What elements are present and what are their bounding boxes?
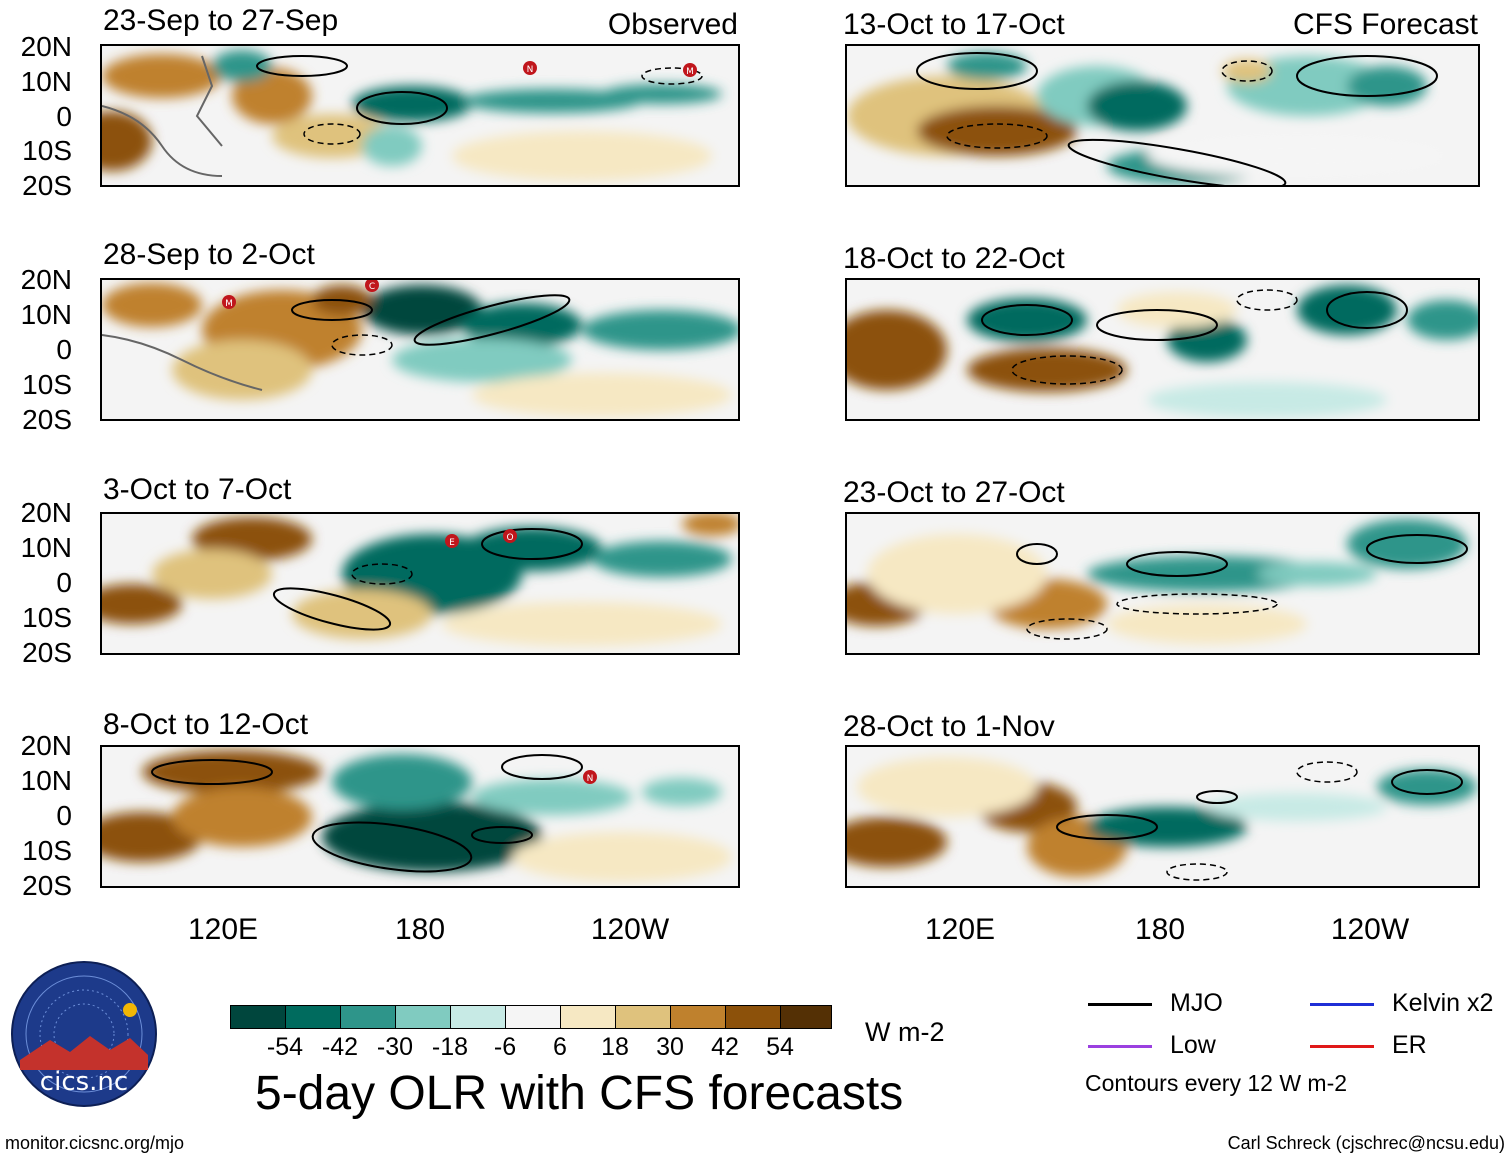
colorbar-swatch: [395, 1005, 451, 1029]
storm-letter: M: [225, 299, 233, 309]
panel-title-left-1: 23-Sep to 27-Sep: [103, 4, 339, 37]
panel-title-right-2: 18-Oct to 22-Oct: [843, 242, 1065, 275]
colorbar-swatch: [285, 1005, 341, 1029]
colorbar-label: -30: [376, 1033, 414, 1061]
panel-title-left-4: 8-Oct to 12-Oct: [103, 708, 309, 741]
map-left-1: N M: [100, 44, 740, 187]
legend-label-kelvin: Kelvin x2: [1392, 989, 1494, 1017]
lat-tick: 20N: [20, 497, 72, 528]
legend-swatch-kelvin: [1310, 1003, 1374, 1006]
storm-letter: M: [686, 67, 694, 77]
footer-credit: Carl Schreck (cjschrec@ncsu.edu): [1227, 1133, 1505, 1153]
lat-tick: 20S: [22, 870, 72, 901]
lat-tick: 0: [56, 334, 72, 365]
storm-letter: C: [369, 282, 375, 292]
colorbar-swatch: [615, 1005, 671, 1029]
storm-marker: [365, 280, 379, 292]
lat-tick: 0: [56, 800, 72, 831]
map-right-1: [845, 44, 1480, 187]
legend-label-mjo: MJO: [1170, 989, 1223, 1017]
colorbar-label: 54: [766, 1033, 794, 1061]
map-left-3: E O: [100, 512, 740, 655]
panel-title-left-2: 28-Sep to 2-Oct: [103, 238, 315, 271]
lat-tick: 10N: [20, 532, 72, 563]
legend-label-low: Low: [1170, 1031, 1216, 1059]
colorbar-label: 42: [711, 1033, 739, 1061]
colorbar-swatch: [560, 1005, 616, 1029]
cfs-forecast-label: CFS Forecast: [1292, 8, 1478, 41]
logo-text: cics.nc: [40, 1067, 128, 1097]
colorbar-label: -42: [321, 1033, 359, 1061]
lon-tick-left: 120E: [187, 913, 259, 946]
map-right-4: [845, 745, 1480, 888]
lat-tick: 10N: [20, 66, 72, 97]
storm-letter: O: [506, 533, 513, 543]
legend-note: Contours every 12 W m-2: [1085, 1070, 1348, 1096]
cics-logo: cics.nc: [10, 960, 158, 1108]
colorbar-label: 6: [553, 1033, 567, 1061]
panel-title-left-3: 3-Oct to 7-Oct: [103, 473, 292, 506]
map-right-2: [845, 278, 1480, 421]
legend-swatch-mjo: [1088, 1003, 1152, 1006]
colorbar-label: -6: [493, 1033, 517, 1061]
main-title: 5-day OLR with CFS forecasts: [255, 1067, 904, 1120]
lat-tick: 10N: [20, 299, 72, 330]
lat-tick: 0: [56, 101, 72, 132]
lat-tick: 10N: [20, 765, 72, 796]
storm-letter: E: [449, 538, 455, 548]
map-left-2: M C: [100, 278, 740, 421]
legend-swatch-low: [1088, 1045, 1152, 1048]
lat-tick: 20S: [22, 637, 72, 668]
colorbar-label: 18: [601, 1033, 629, 1061]
storm-marker: [683, 63, 697, 77]
lat-tick: 0: [56, 567, 72, 598]
panel-title-right-4: 28-Oct to 1-Nov: [843, 710, 1055, 743]
lat-tick: 20N: [20, 730, 72, 761]
lon-tick-right: 180: [1134, 913, 1186, 946]
panel-title-right-1: 13-Oct to 17-Oct: [843, 8, 1065, 41]
lat-tick: 20N: [20, 264, 72, 295]
observed-label: Observed: [607, 8, 738, 41]
lat-tick: 10S: [22, 835, 72, 866]
map-right-3: [845, 512, 1480, 655]
storm-marker: [445, 534, 459, 548]
lat-tick: 10S: [22, 135, 72, 166]
storm-marker: [222, 295, 236, 309]
lon-tick-left: 120W: [590, 913, 670, 946]
colorbar-swatch: [505, 1005, 561, 1029]
colorbar-swatch: [780, 1005, 832, 1029]
colorbar-swatch: [340, 1005, 396, 1029]
lat-tick: 10S: [22, 602, 72, 633]
colorbar-label: -18: [431, 1033, 469, 1061]
storm-letter: N: [527, 65, 534, 75]
lon-tick-right: 120W: [1330, 913, 1410, 946]
colorbar-units: W m-2: [865, 1017, 945, 1047]
legend-swatch-er: [1310, 1045, 1374, 1048]
colorbar-label: -54: [266, 1033, 304, 1061]
lon-tick-right: 120E: [924, 913, 996, 946]
colorbar-swatch: [450, 1005, 506, 1029]
storm-marker: [583, 770, 597, 784]
lat-tick: 20N: [20, 31, 72, 62]
colorbar-swatch: [725, 1005, 781, 1029]
lat-tick: 10S: [22, 369, 72, 400]
storm-letter: N: [587, 774, 594, 784]
footer-url: monitor.cicsnc.org/mjo: [5, 1133, 185, 1153]
lat-tick: 20S: [22, 404, 72, 435]
lon-tick-left: 180: [394, 913, 446, 946]
colorbar-swatch: [670, 1005, 726, 1029]
map-left-4: N: [100, 745, 740, 888]
storm-marker: [503, 529, 517, 543]
storm-marker: [523, 61, 537, 75]
legend-label-er: ER: [1392, 1031, 1427, 1059]
lat-tick: 20S: [22, 170, 72, 201]
panel-title-right-3: 23-Oct to 27-Oct: [843, 476, 1065, 509]
colorbar-label: 30: [656, 1033, 684, 1061]
colorbar-swatch: [230, 1005, 286, 1029]
